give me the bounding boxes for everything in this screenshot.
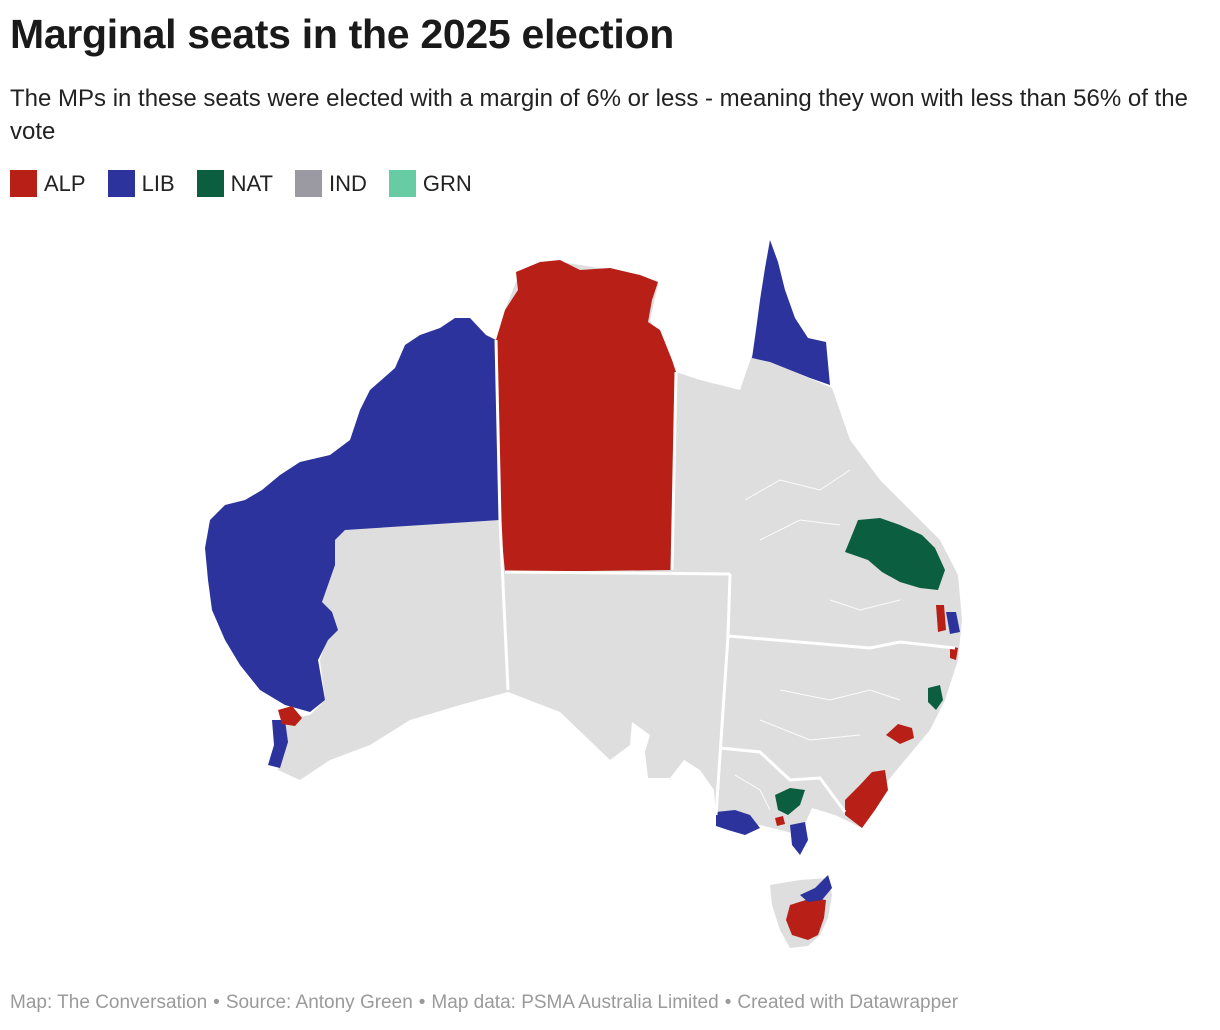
region-vic-east-lib [790,822,808,855]
footer-separator: • [213,992,220,1013]
region-se-qld-alp [936,605,946,632]
legend-swatch-alp [10,170,37,197]
footer-map-credit: Map: The Conversation [10,992,208,1013]
region-nsw-south-coast-alp [845,770,888,828]
legend-label-grn: GRN [422,170,472,196]
region-tasmania-north-lib [800,875,832,902]
legend: ALP LIB NAT IND GRN [10,170,494,197]
footer-credits: Map: The Conversation • Source: Antony Gre… [10,992,958,1014]
chart-title: Marginal seats in the 2025 election [10,11,674,57]
legend-label-alp: ALP [44,170,86,196]
legend-item-alp: ALP [10,170,86,197]
legend-label-ind: IND [329,170,367,196]
footer-created-with: Created with Datawrapper [737,992,959,1013]
australia-electorate-map [205,240,962,948]
region-nsw-north-coast-nat [928,685,943,710]
legend-item-lib: LIB [107,170,175,197]
region-perth-alp [278,706,302,726]
region-vic-west-lib [716,810,760,835]
border-nsw-vic [719,746,847,813]
state-borders [494,339,956,816]
footer-separator: • [418,992,426,1013]
region-tasmania-south-alp [786,898,826,940]
legend-label-lib: LIB [141,170,175,196]
legend-swatch-ind [295,170,322,197]
footer-separator: • [724,992,732,1013]
legend-swatch-lib [107,170,135,197]
region-northern-territory-alp [496,260,676,572]
region-hunter-alp [886,724,914,744]
footer-source: Source: Antony Green [225,992,413,1013]
region-gold-coast-alp [950,646,958,660]
legend-item-grn: GRN [388,170,472,197]
border-nt-qld [670,371,678,571]
region-wa-southwest-lib [268,720,288,768]
region-qld-central-nat [845,518,945,590]
region-vic-northeast-nat [775,788,805,815]
legend-item-nat: NAT [196,170,273,197]
border-wa-nt-sa [494,339,510,691]
legend-item-ind: IND [295,170,367,197]
chart-subtitle: The MPs in these seats were elected with… [10,85,1188,145]
electorate-boundaries [734,469,901,811]
region-western-australia-lib [205,318,500,712]
legend-label-nat: NAT [230,170,273,196]
legend-swatch-nat [196,170,224,197]
border-qld-nsw [727,634,956,650]
footer-map-data: Map data: PSMA Australia Limited [431,992,719,1013]
region-se-qld-lib [946,612,960,634]
legend-swatch-grn [388,170,416,197]
region-melbourne-alp [775,816,785,826]
region-far-north-qld-lib [752,240,830,385]
border-nt-sa [504,570,731,576]
